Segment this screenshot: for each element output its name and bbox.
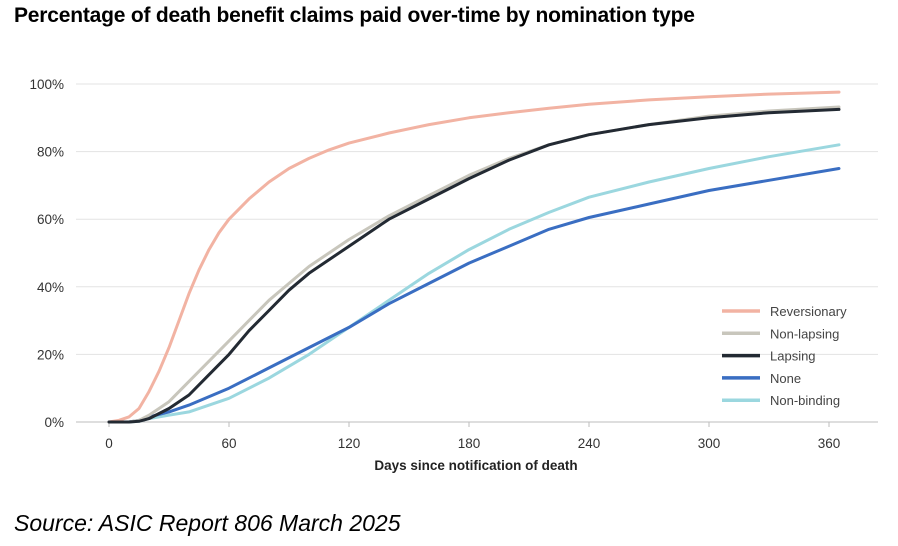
y-tick-label: 20%	[37, 347, 64, 362]
x-tick-label: 0	[105, 436, 113, 451]
y-tick-label: 0%	[44, 415, 64, 430]
grid-lines	[76, 83, 878, 355]
legend-label: Reversionary	[770, 304, 847, 319]
series-line-none	[107, 167, 841, 424]
x-axis: 0 60 120 180 240 300 360	[76, 421, 878, 451]
series-line-reversionary	[107, 90, 841, 424]
y-tick-label: 100%	[29, 77, 64, 92]
legend-label: Non-binding	[770, 393, 840, 408]
legend: Reversionary Non-lapsing Lapsing None Non-bi…	[722, 304, 847, 408]
source-note: Source: ASIC Report 806 March 2025	[14, 510, 401, 536]
chart-title: Percentage of death benefit claims paid …	[14, 4, 695, 27]
series-line-non-lapsing	[107, 105, 841, 424]
y-tick-label: 60%	[37, 212, 64, 227]
legend-label: None	[770, 371, 801, 386]
x-tick-label: 180	[458, 436, 481, 451]
x-tick-label: 300	[698, 436, 721, 451]
x-tick-label: 60	[221, 436, 236, 451]
series-line-lapsing	[107, 107, 841, 424]
x-tick-label: 120	[338, 436, 361, 451]
y-axis-ticks: 0% 20% 40% 60% 80% 100%	[29, 77, 64, 430]
x-tick-label: 360	[818, 436, 841, 451]
y-tick-label: 80%	[37, 145, 64, 160]
y-tick-label: 40%	[37, 280, 64, 295]
legend-label: Lapsing	[770, 349, 816, 364]
x-axis-label: Days since notification of death	[374, 458, 577, 473]
x-tick-label: 240	[578, 436, 601, 451]
legend-label: Non-lapsing	[770, 326, 839, 341]
series-lines	[107, 90, 841, 424]
